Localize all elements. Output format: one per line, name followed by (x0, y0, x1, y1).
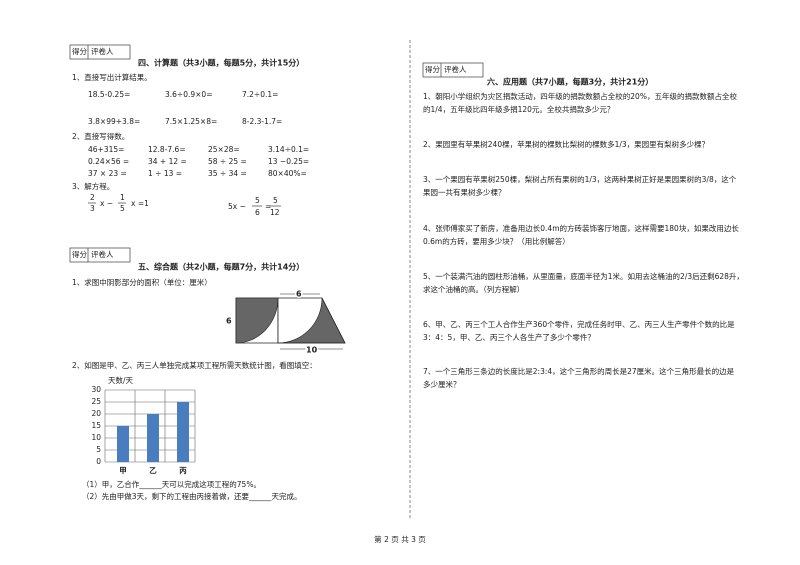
calc-item: 3.14÷0.1= (268, 145, 309, 154)
geometry-figure: 6 6 10 (226, 288, 346, 356)
y-tick-label: 5 (96, 445, 101, 454)
calc-item: 8-2.3-1.7= (242, 117, 282, 126)
calc-item: 35 ÷ 34 = (208, 169, 247, 178)
question-line: 0.6m的方砖，要用多少块？（用比例解答） (423, 236, 570, 246)
question-line: 的1/4，五年级比四年级多捐120元。全校共捐款多少元？ (423, 104, 614, 114)
calc-item: 7.2÷0.1= (242, 90, 278, 99)
grader-label: 评卷人 (444, 64, 467, 74)
numerator: 1 (120, 193, 125, 202)
fill-blank: （2）先由甲做3天，剩下的工程由丙接着做，还要______天完成。 (82, 491, 302, 501)
equation: 2 3 x − 1 5 x =1 (88, 193, 149, 213)
y-axis-label: 天数/天 (108, 375, 134, 385)
question-line: 3：4：5，甲、乙、丙三个人各生产了多少个零件？ (423, 332, 595, 342)
section-title: 四、计算题（共3小题，每题5分，共计15分） (138, 58, 304, 68)
denominator: 5 (120, 204, 125, 213)
bar (177, 402, 189, 462)
calc-item: 58 ÷ 25 = (208, 157, 247, 166)
question-line: 3、一个果园有苹果树250棵，梨树占所有果树的1/3，这两种果树正好是果园果树的… (423, 174, 737, 184)
calc-item: 13 −0.25= (268, 157, 309, 166)
y-tick-label: 25 (91, 397, 101, 406)
fill-blank: （1）甲，乙合作______天可以完成这项工程的75%。 (82, 479, 261, 489)
score-label: 得分 (425, 64, 440, 74)
question-line: 果园一共有果树多少棵？ (423, 187, 506, 197)
grader-label: 评卷人 (91, 249, 114, 259)
calc-item: 25×28= (208, 145, 240, 154)
calc-item: 1 ÷ 13 = (148, 169, 182, 178)
calc-item: 37 × 23 = (88, 169, 127, 178)
bar (147, 414, 159, 462)
dimension-label: 10 (306, 346, 318, 355)
calc-item: 34 + 12 = (148, 157, 187, 166)
page-footer: 第 2 页 共 3 页 (374, 534, 426, 544)
bar-chart: 天数/天 0 5 10 15 20 25 30 甲 乙 丙 (91, 375, 196, 475)
calc-item: 80×40%= (268, 169, 307, 178)
numerator: 5 (273, 196, 278, 205)
section-title: 五、综合题（共2小题，每题7分，共计14分） (138, 262, 304, 272)
equation-text: = (265, 202, 271, 211)
question-line: 求这个油桶的高。（列方程解） (423, 284, 524, 294)
question-line: 1、朝阳小学组织为灾区捐款活动，四年级的捐款数额占全校的20%，五年级的捐款数额… (423, 91, 737, 101)
equation-text: x =1 (131, 199, 149, 208)
question: 2、如图是甲、乙、丙三人单独完成某项工程所需天数统计图，看图填空： (72, 360, 317, 370)
dimension-label: 6 (226, 317, 232, 326)
question: 1、求图中阴影部分的面积（单位：厘米） (72, 277, 212, 287)
y-tick-label: 20 (91, 409, 101, 418)
score-label: 得分 (72, 46, 87, 56)
denominator: 12 (270, 208, 280, 217)
question: 2、直接写得数。 (72, 131, 129, 141)
score-box: 得分 评卷人 (69, 247, 131, 263)
bar (117, 426, 129, 462)
question: 3、解方程。 (72, 181, 114, 191)
question-line: 7、一个三角形三条边的长度比是2:3:4，这个三角形的周长是27厘米。这个三角形… (423, 366, 735, 376)
calc-item: 12.8-7.6= (148, 145, 186, 154)
question-line: 多少厘米？ (423, 379, 461, 389)
equation-text: x − (100, 199, 113, 208)
calc-item: 3.8×99+3.8= (88, 117, 140, 126)
calc-item: 18.5-0.25= (88, 90, 130, 99)
calc-item: 46+315= (88, 145, 124, 154)
calc-item: 7.5×1.25×8= (165, 117, 217, 126)
denominator: 3 (90, 204, 95, 213)
x-tick-label: 甲 (119, 466, 127, 475)
equation: 5x − 5 6 = 5 12 (228, 196, 281, 217)
dimension-label: 6 (296, 290, 302, 299)
question: 1、直接写出计算结果。 (72, 72, 152, 82)
y-tick-label: 10 (91, 433, 101, 442)
grader-label: 评卷人 (91, 46, 114, 56)
y-tick-label: 0 (96, 457, 101, 466)
question-line: 5、一个装满汽油的圆柱形油桶，从里面量，底面半径为1米。如用去这桶油的2/3后还… (423, 271, 744, 281)
denominator: 6 (255, 208, 260, 217)
calc-item: 0.24×56 = (88, 157, 129, 166)
x-tick-label: 丙 (179, 466, 187, 475)
score-box: 得分 评卷人 (422, 62, 484, 78)
y-tick-label: 15 (91, 421, 101, 430)
question-line: 2、果园里有苹果树240棵，苹果树的棵数比梨树的棵数多1/3，果园里有梨树多少棵… (423, 139, 709, 149)
question-line: 6、甲、乙、丙三个工人合作生产360个零件，完成任务时甲、乙、丙三人生产零件个数… (423, 319, 735, 329)
y-tick-label: 30 (91, 385, 101, 394)
equation-text: 5x − (228, 202, 246, 211)
score-label: 得分 (72, 249, 87, 259)
score-box: 得分 评卷人 (69, 44, 131, 60)
numerator: 5 (255, 196, 260, 205)
numerator: 2 (90, 193, 95, 202)
question-line: 4、张师傅家买了新房，准备用边长0.4m的方砖装饰客厅地面，这样需要180块，如… (423, 223, 739, 233)
x-tick-label: 乙 (149, 466, 157, 475)
calc-item: 3.6÷0.9×0= (165, 90, 212, 99)
section-title: 六、应用题（共7小题，每题3分，共计21分） (487, 77, 653, 87)
